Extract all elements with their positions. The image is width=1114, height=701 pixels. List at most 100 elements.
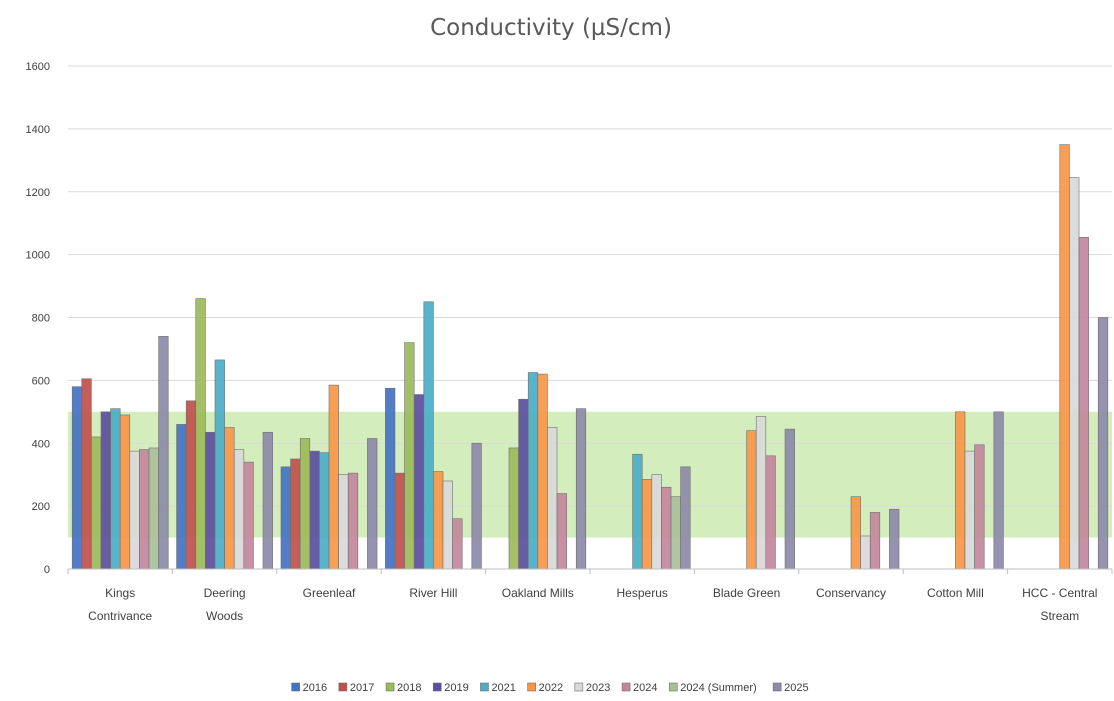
legend-swatch [291,682,300,692]
bar [974,444,985,570]
bar [338,474,349,570]
legend-label: 2019 [444,682,468,694]
bar [119,414,131,570]
category-label: HCC - Central [1022,586,1097,600]
bar [347,472,359,570]
legend-label: 2022 [539,682,563,694]
category-label: Deering [204,586,246,600]
legend-swatch [574,682,584,692]
bar [964,450,975,570]
bar [518,398,529,570]
bar [527,372,539,570]
bar [81,378,92,570]
bar [765,455,776,570]
bar [575,408,587,570]
legend-item: 2016 [291,682,327,694]
y-tick-label: 1400 [26,124,50,136]
legend-label: 2025 [784,682,808,694]
y-tick-label: 0 [44,564,50,576]
bar [680,466,691,570]
bar [850,496,861,570]
legend-label: 2016 [303,682,327,694]
bar [556,493,567,570]
chart-title: Conductivity (µS/cm) [430,15,672,41]
bar [195,298,206,570]
legend-item: 2021 [480,682,516,694]
legend-swatch [480,682,489,692]
bar [224,427,235,570]
bar [993,411,1004,570]
legend-item: 2018 [385,682,422,694]
legend: 2016 2017 2018 2019 2021 2022 2023 2024 2024 (Su… [291,682,809,694]
y-tick-label: 1600 [26,61,50,73]
bar [537,373,548,570]
bar [262,431,273,570]
bar [176,424,187,570]
category-label: Blade Green [713,586,780,600]
bar [651,474,662,570]
legend-item: 2025 [772,682,809,694]
bar [394,472,405,570]
legend-item: 2019 [432,682,469,694]
bar [233,449,245,570]
bar [889,508,900,570]
legend-swatch [527,682,536,692]
bar [129,450,140,570]
bar [442,480,453,570]
legend-swatch [668,682,678,692]
y-tick-label: 800 [32,313,50,325]
bar [299,438,311,570]
bar [860,535,871,570]
bar [290,458,301,570]
bar [91,436,102,570]
bar [309,450,320,570]
y-tick-label: 600 [32,375,50,387]
legend-item: 2022 [527,682,563,694]
legend-label: 2024 (Summer) [680,682,756,694]
bar [746,430,757,570]
category-label: Cotton Mill [927,586,984,600]
bars [71,144,1109,570]
category-label: River Hill [409,586,457,600]
bar [632,453,643,570]
bar [755,416,767,570]
axes [67,568,1113,574]
category-label: Contrivance [88,609,152,623]
legend-item: 2024 [621,682,658,694]
y-axis-ticks: 0 200 400 600 800 1000 1200 1400 1600 [26,61,50,576]
bar [185,400,197,570]
category-label: Greenleaf [303,586,356,600]
bar [547,427,558,570]
bar [319,452,330,570]
bar [1059,144,1070,570]
category-label: Hesperus [617,586,668,600]
bar [869,512,881,570]
category-label: Woods [206,609,243,623]
bar [404,342,415,570]
category-label: Stream [1040,609,1079,623]
bar [100,411,111,570]
x-axis-categories: Kings Contrivance Deering Woods Greenleaf Riv… [88,586,1097,623]
bar [243,461,254,570]
legend-label: 2017 [350,682,374,694]
legend-label: 2021 [491,682,515,694]
bar [471,442,482,570]
y-tick-label: 200 [32,501,50,513]
legend-item: 2024 (Summer) [668,682,757,694]
bar [423,301,434,570]
bar [661,486,672,570]
legend-label: 2023 [586,682,610,694]
legend-item: 2017 [338,682,374,694]
bar [205,431,216,570]
legend-swatch [772,682,782,692]
bar [1097,317,1109,570]
bar [214,359,225,570]
legend-swatch [621,682,631,692]
bar [148,447,159,570]
category-label: Conservancy [816,586,886,600]
bar [280,466,291,570]
bar [670,496,681,570]
bar [385,387,396,570]
bar [367,438,378,570]
bar [1078,237,1089,570]
